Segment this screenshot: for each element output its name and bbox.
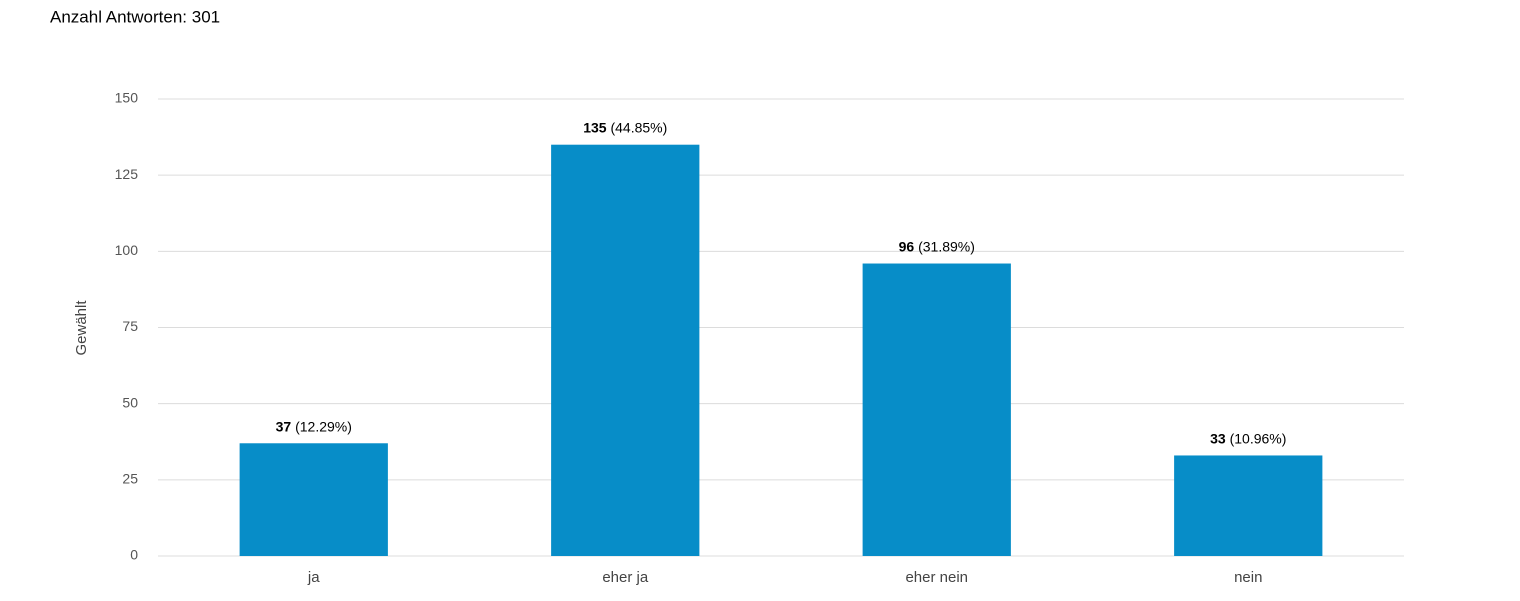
data-label-percent: (12.29%) — [295, 418, 352, 434]
data-label: 96 (31.89%) — [899, 238, 975, 254]
data-label: 37 (12.29%) — [276, 418, 352, 434]
data-label-percent: (31.89%) — [918, 238, 975, 254]
data-label-value: 96 — [899, 238, 915, 254]
y-tick-label: 75 — [122, 318, 138, 334]
bar — [239, 443, 388, 556]
data-label-percent: (44.85%) — [610, 119, 667, 135]
y-tick-label: 125 — [115, 166, 139, 182]
y-tick-label: 50 — [122, 394, 138, 410]
x-tick-label: ja — [307, 569, 320, 586]
y-tick-label: 150 — [115, 90, 139, 106]
bar — [862, 263, 1011, 556]
bar — [1174, 455, 1323, 556]
x-tick-label: eher ja — [602, 569, 649, 586]
y-tick-label: 100 — [115, 242, 139, 258]
data-label: 135 (44.85%) — [583, 119, 667, 135]
y-axis-label: Gewählt — [73, 300, 90, 356]
x-tick-label: eher nein — [905, 569, 968, 586]
bar — [551, 144, 700, 556]
data-label-value: 37 — [276, 418, 292, 434]
data-label-value: 33 — [1210, 430, 1226, 446]
data-label: 33 (10.96%) — [1210, 430, 1286, 446]
data-label-value: 135 — [583, 119, 607, 135]
data-label-percent: (10.96%) — [1230, 430, 1287, 446]
y-tick-label: 0 — [130, 547, 138, 563]
chart-title: Anzahl Antworten: 301 — [50, 7, 220, 26]
y-tick-label: 25 — [122, 471, 138, 487]
x-tick-label: nein — [1234, 569, 1262, 586]
